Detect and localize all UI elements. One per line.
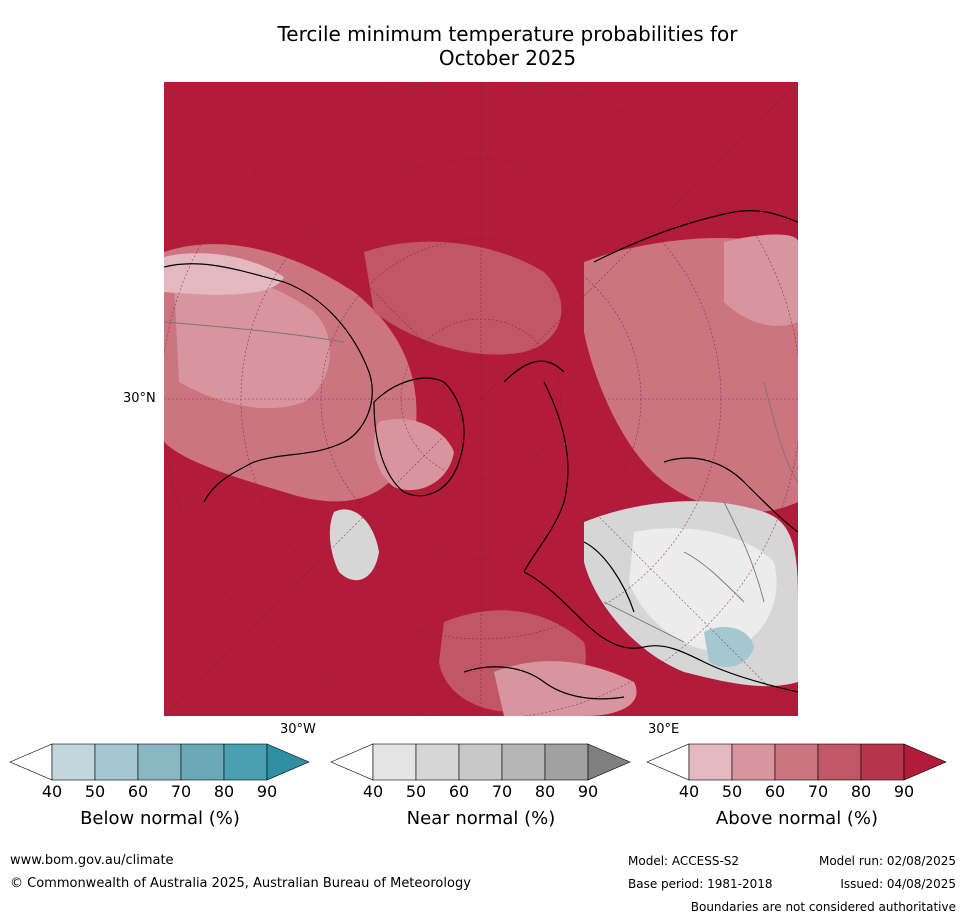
cbar-near-seg-1 bbox=[372, 743, 417, 781]
tick-near-40: 40 bbox=[362, 782, 384, 801]
title-line-2: October 2025 bbox=[438, 46, 577, 70]
legend-label-above-normal: Above normal (%) bbox=[715, 808, 879, 829]
tick-above-60: 60 bbox=[764, 782, 786, 801]
tick-near-60: 60 bbox=[448, 782, 470, 801]
tick-near-50: 50 bbox=[405, 782, 427, 801]
footer-issued: Issued: 04/08/2025 bbox=[840, 877, 956, 891]
cbar-near-seg-5 bbox=[544, 743, 589, 781]
tick-above-70: 70 bbox=[807, 782, 829, 801]
tick-above-80: 80 bbox=[850, 782, 872, 801]
cbar-below-seg-3 bbox=[137, 743, 182, 781]
cbar-near-seg-4 bbox=[501, 743, 546, 781]
colorbar-near-normal bbox=[330, 743, 631, 781]
probability-map bbox=[164, 82, 798, 716]
cbar-below-seg-1 bbox=[51, 743, 96, 781]
region-atlantic-near bbox=[329, 509, 379, 581]
cbar-below-seg-6 bbox=[266, 743, 310, 781]
cbar-below-seg-0 bbox=[9, 743, 53, 781]
legend-near-normal bbox=[330, 743, 632, 781]
latitude-label-30n: 30°N bbox=[123, 391, 156, 406]
cbar-near-seg-3 bbox=[458, 743, 503, 781]
legend-label-near-normal: Near normal (%) bbox=[406, 808, 556, 829]
cbar-below-seg-5 bbox=[223, 743, 268, 781]
legend-above-normal bbox=[646, 743, 948, 781]
region-arctic-light bbox=[364, 241, 562, 355]
coastlines bbox=[164, 210, 798, 700]
longitude-label-30w: 30°W bbox=[280, 722, 316, 737]
cbar-below-seg-4 bbox=[180, 743, 225, 781]
tick-below-90: 90 bbox=[256, 782, 278, 801]
legend-label-below-normal: Below normal (%) bbox=[80, 808, 240, 829]
map-title: Tercile minimum temperature probabilitie… bbox=[0, 22, 965, 70]
tick-above-90: 90 bbox=[893, 782, 915, 801]
title-line-1: Tercile minimum temperature probabilitie… bbox=[277, 22, 738, 46]
cbar-above-seg-4 bbox=[817, 743, 862, 781]
cbar-above-seg-6 bbox=[903, 743, 947, 781]
footer-model-run: Model run: 02/08/2025 bbox=[818, 854, 956, 868]
region-below-normal-patch bbox=[704, 627, 754, 667]
tick-below-70: 70 bbox=[170, 782, 192, 801]
footer-model: Model: ACCESS-S2 bbox=[628, 854, 740, 868]
region-canada-lighter bbox=[174, 276, 331, 409]
tick-below-60: 60 bbox=[127, 782, 149, 801]
footer-copyright: © Commonwealth of Australia 2025, Austra… bbox=[10, 876, 471, 891]
tick-above-50: 50 bbox=[721, 782, 743, 801]
cbar-near-seg-0 bbox=[330, 743, 374, 781]
tick-below-80: 80 bbox=[213, 782, 235, 801]
cbar-above-seg-0 bbox=[646, 743, 690, 781]
tick-below-40: 40 bbox=[41, 782, 63, 801]
colorbar-above-normal bbox=[646, 743, 947, 781]
tick-near-70: 70 bbox=[491, 782, 513, 801]
footer-url[interactable]: www.bom.gov.au/climate bbox=[10, 853, 174, 868]
tick-near-90: 90 bbox=[577, 782, 599, 801]
cbar-above-seg-1 bbox=[688, 743, 733, 781]
map-canvas bbox=[164, 82, 798, 716]
graticule bbox=[164, 82, 798, 716]
region-siberia-lighter bbox=[724, 234, 798, 326]
cbar-above-seg-5 bbox=[860, 743, 905, 781]
cbar-above-seg-2 bbox=[731, 743, 776, 781]
region-north-africa-light bbox=[494, 661, 637, 716]
cbar-above-seg-3 bbox=[774, 743, 819, 781]
tick-below-50: 50 bbox=[84, 782, 106, 801]
region-middle-east-white bbox=[629, 528, 777, 652]
cbar-below-seg-2 bbox=[94, 743, 139, 781]
legend-below-normal bbox=[9, 743, 311, 781]
footer-boundaries-note: Boundaries are not considered authoritat… bbox=[690, 900, 956, 914]
region-greenland-light bbox=[374, 418, 454, 491]
cbar-near-seg-6 bbox=[587, 743, 631, 781]
footer-base-period: Base period: 1981-2018 bbox=[628, 877, 773, 891]
tick-above-40: 40 bbox=[678, 782, 700, 801]
colorbar-below-normal bbox=[9, 743, 310, 781]
longitude-label-30e: 30°E bbox=[648, 722, 680, 737]
tick-near-80: 80 bbox=[534, 782, 556, 801]
country-borders bbox=[164, 321, 798, 643]
cbar-near-seg-2 bbox=[415, 743, 460, 781]
